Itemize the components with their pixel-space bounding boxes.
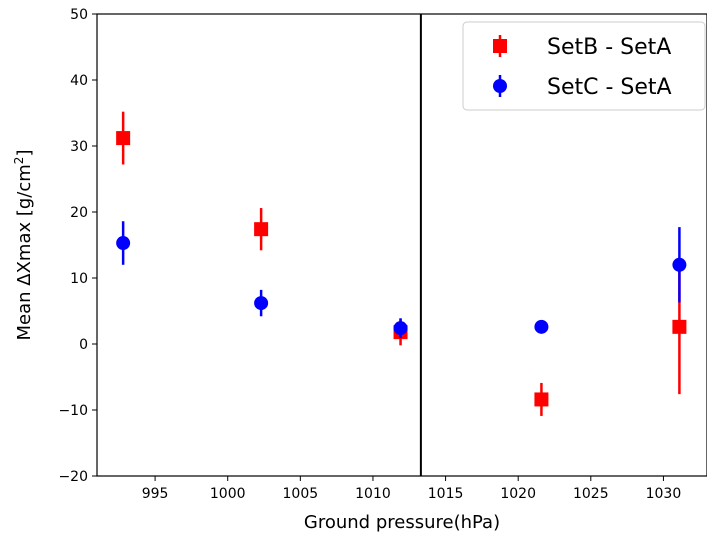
y-tick-label: 10 <box>70 271 88 287</box>
y-tick-label: −10 <box>58 403 88 419</box>
y-tick-label: 20 <box>70 205 88 221</box>
y-tick-label: −20 <box>58 469 88 485</box>
legend-marker-circle <box>493 79 507 93</box>
x-tick-label: 1025 <box>573 486 609 502</box>
legend-box <box>462 21 706 111</box>
data-point-circle <box>116 236 131 251</box>
x-tick-label: 995 <box>142 486 169 502</box>
y-tick-label: 40 <box>70 73 88 89</box>
data-point-square <box>534 392 549 407</box>
x-tick-label: 1010 <box>355 486 391 502</box>
data-point-circle <box>534 319 549 334</box>
legend-items: SetB - SetA SetC - SetA <box>493 35 672 100</box>
chart-marks <box>116 111 687 416</box>
x-tick-label: 1030 <box>646 486 682 502</box>
y-tick-label: 30 <box>70 139 88 155</box>
y-axis-label: Mean ΔXmax [g/cm2] <box>12 150 35 341</box>
x-tick-label: 1000 <box>210 486 246 502</box>
y-tick-label: 0 <box>79 337 88 353</box>
data-point-square <box>672 319 687 334</box>
x-axis-ticks: 995 1000 1005 1010 1015 1020 1025 1030 <box>142 476 682 502</box>
data-point-circle <box>254 296 269 311</box>
x-tick-label: 1020 <box>500 486 536 502</box>
x-tick-label: 1005 <box>283 486 319 502</box>
data-point-square <box>116 131 131 146</box>
y-axis-ticks: −20 −10 0 10 20 30 40 50 <box>58 7 97 485</box>
legend-label: SetB - SetA <box>547 35 671 60</box>
data-point-square <box>254 222 269 237</box>
legend-marker-square <box>493 39 507 53</box>
legend: SetB - SetA SetC - SetA <box>462 21 706 111</box>
y-axis-label-superscript: 2 <box>12 157 26 165</box>
x-axis-label: Ground pressure(hPa) <box>304 512 500 533</box>
data-point-circle <box>672 257 687 272</box>
data-point-circle <box>393 321 408 336</box>
y-tick-label: 50 <box>70 7 88 23</box>
y-axis-label-main: Mean ΔXmax [g/cm <box>14 164 35 340</box>
x-tick-label: 1015 <box>428 486 464 502</box>
legend-label: SetC - SetA <box>547 75 672 100</box>
plot-frame <box>96 13 707 477</box>
y-axis-label-suffix: ] <box>14 150 35 157</box>
